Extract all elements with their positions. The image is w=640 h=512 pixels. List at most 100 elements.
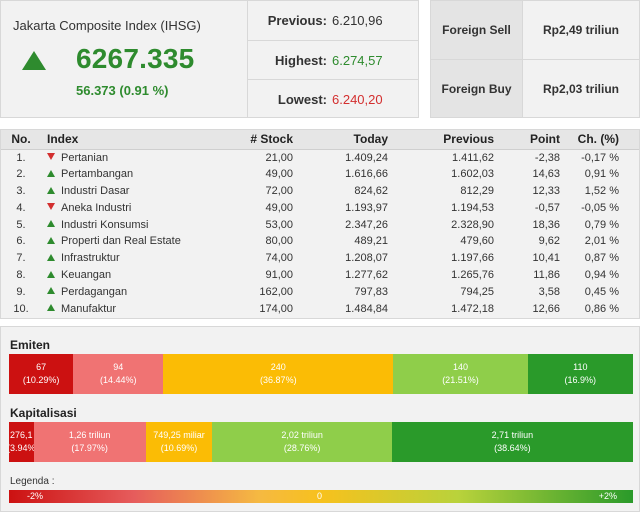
col-header-index[interactable]: Index <box>41 130 211 150</box>
col-header-point[interactable]: Point <box>494 130 560 150</box>
legend-max-label: +2% <box>598 491 617 501</box>
kapitalisasi-segment[interactable]: 2,02 triliun (28.76%) <box>212 422 392 462</box>
col-header-change[interactable]: Ch. (%) <box>560 130 639 150</box>
table-row[interactable]: 9. Perdagangan 162,00 797,83 794,25 3,58 0,45 … <box>1 283 639 300</box>
col-header-stock[interactable]: # Stock <box>211 130 293 150</box>
sector-name: Properti dan Real Estate <box>61 235 181 248</box>
table-row[interactable]: 8. Keuangan 91,00 1.277,62 1.265,76 11,86 0,94… <box>1 267 639 284</box>
table-row[interactable]: 7. Infrastruktur 74,00 1.208,07 1.197,66 10,4… <box>1 250 639 267</box>
cell-point: 12,66 <box>532 302 560 315</box>
index-change: 56.373 (0.91 %) <box>76 83 169 98</box>
cell-change: 0,45 % <box>584 285 619 298</box>
emiten-segment[interactable]: 240 (36.87%) <box>163 354 394 394</box>
cell-no: 8. <box>16 268 26 281</box>
foreign-buy-row: Foreign Buy Rp2,03 triliun <box>431 59 639 117</box>
table-row[interactable]: 10. Manufaktur 174,00 1.484,84 1.472,18 12,66… <box>1 300 639 317</box>
cell-index: Industri Dasar <box>41 183 211 200</box>
col-header-previous[interactable]: Previous <box>388 130 494 150</box>
cell-stock: 91,00 <box>265 268 293 281</box>
cell-previous: 1.411,62 <box>451 151 494 164</box>
cell-previous: 812,29 <box>460 184 494 197</box>
cell-change: 0,94 % <box>584 268 619 281</box>
emiten-segment[interactable]: 110 (16.9%) <box>527 354 633 394</box>
legend-min-label: -2% <box>27 491 44 501</box>
cell-stock: 174,00 <box>259 302 293 315</box>
legend-gradient-bar: -2% 0 +2% <box>9 490 633 503</box>
emiten-segment-value: 240 <box>270 362 286 372</box>
table-row[interactable]: 1. Pertanian 21,00 1.409,24 1.411,62 -2,38 -0,… <box>1 149 639 166</box>
cell-change: 0,91 % <box>584 168 619 181</box>
cell-index: Aneka Industri <box>41 199 211 216</box>
foreign-flow-card: Foreign Sell Rp2,49 triliun Foreign Buy … <box>430 0 640 118</box>
cell-point: 3,58 <box>538 285 560 298</box>
sector-name: Perdagangan <box>61 285 128 298</box>
kapitalisasi-segment-percent: (17.97%) <box>71 443 108 453</box>
emiten-segment-value: 140 <box>452 362 468 372</box>
cell-stock: 49,00 <box>265 201 293 214</box>
kapitalisasi-segment[interactable]: 1,26 triliun (17.97%) <box>33 422 146 462</box>
stat-lowest-label: Lowest: <box>277 91 327 107</box>
cell-change: 0,79 % <box>584 218 619 231</box>
foreign-sell-label: Foreign Sell <box>431 1 523 59</box>
cell-no: 7. <box>16 252 26 265</box>
cell-today: 1.484,84 <box>345 302 388 315</box>
emiten-segment-percent: (10.29%) <box>22 375 60 385</box>
cell-no: 3. <box>16 184 26 197</box>
cell-previous: 1.265,76 <box>451 268 494 281</box>
emiten-bar: 67 (10.29%) 94 (14.44%) 240 (36.87%) 140 (21.51… <box>9 354 633 394</box>
cell-index: Keuangan <box>41 267 211 284</box>
col-header-today[interactable]: Today <box>293 130 388 150</box>
index-name: Jakarta Composite Index (IHSG) <box>13 18 201 33</box>
sector-name: Aneka Industri <box>61 201 132 214</box>
cell-previous: 794,25 <box>460 285 494 298</box>
cell-point: -2,38 <box>534 151 560 164</box>
emiten-segment-percent: (36.87%) <box>260 375 297 385</box>
up-triangle-icon <box>47 253 55 261</box>
cell-no: 5. <box>16 218 26 231</box>
cell-index: Properti dan Real Estate <box>41 233 211 250</box>
table-row[interactable]: 4. Aneka Industri 49,00 1.193,97 1.194,53 -0,… <box>1 199 639 216</box>
cell-stock: 21,00 <box>265 151 293 164</box>
cell-no: 9. <box>16 285 26 298</box>
kapitalisasi-title: Kapitalisasi <box>10 406 77 420</box>
cell-today: 1.409,24 <box>345 151 388 164</box>
kapitalisasi-bar: 276,1 (3.94% 1,26 triliun (17.97%) 749,25 mi… <box>9 422 633 462</box>
cell-point: 14,63 <box>532 168 560 181</box>
cell-change: 1,52 % <box>584 184 619 197</box>
cell-index: Infrastruktur <box>41 250 211 267</box>
index-value: 6267.335 <box>76 43 195 74</box>
cell-previous: 1.602,03 <box>451 168 494 181</box>
kapitalisasi-segment[interactable]: 749,25 miliar (10.69%) <box>145 422 213 462</box>
col-header-no[interactable]: No. <box>1 130 41 150</box>
sector-name: Infrastruktur <box>61 252 120 265</box>
cell-today: 489,21 <box>354 235 388 248</box>
cell-stock: 53,00 <box>265 218 293 231</box>
cell-change: 0,86 % <box>584 302 619 315</box>
cell-change: -0,05 % <box>581 201 619 214</box>
stat-previous: Previous: 6.210,96 <box>248 1 419 40</box>
stat-previous-label: Previous: <box>267 13 327 28</box>
up-triangle-icon <box>47 186 55 194</box>
emiten-segment[interactable]: 94 (14.44%) <box>73 354 164 394</box>
down-triangle-icon <box>47 153 55 161</box>
foreign-buy-value: Rp2,03 triliun <box>523 60 639 117</box>
table-row[interactable]: 6. Properti dan Real Estate 80,00 489,21 479… <box>1 233 639 250</box>
cell-index: Perdagangan <box>41 283 211 300</box>
stat-lowest: Lowest: 6.240,20 <box>248 79 419 118</box>
sector-name: Pertambangan <box>61 168 134 181</box>
cell-index: Pertanian <box>41 149 211 166</box>
table-row[interactable]: 3. Industri Dasar 72,00 824,62 812,29 12,33 1,… <box>1 183 639 200</box>
emiten-segment[interactable]: 67 (10.29%) <box>9 354 74 394</box>
kapitalisasi-segment[interactable]: 2,71 triliun (38.64%) <box>391 422 633 462</box>
emiten-segment-percent: (14.44%) <box>99 375 137 385</box>
table-row[interactable]: 5. Industri Konsumsi 53,00 2.347,26 2.328,90… <box>1 216 639 233</box>
foreign-sell-row: Foreign Sell Rp2,49 triliun <box>431 1 639 59</box>
cell-stock: 80,00 <box>265 235 293 248</box>
cell-today: 1.193,97 <box>345 201 388 214</box>
cell-today: 824,62 <box>354 184 388 197</box>
kapitalisasi-segment-percent: (10.69%) <box>160 443 198 453</box>
kapitalisasi-segment[interactable]: 276,1 (3.94% <box>9 422 34 462</box>
emiten-segment[interactable]: 140 (21.51%) <box>393 354 528 394</box>
cell-previous: 1.197,66 <box>451 252 494 265</box>
table-row[interactable]: 2. Pertambangan 49,00 1.616,66 1.602,03 14,63… <box>1 166 639 183</box>
